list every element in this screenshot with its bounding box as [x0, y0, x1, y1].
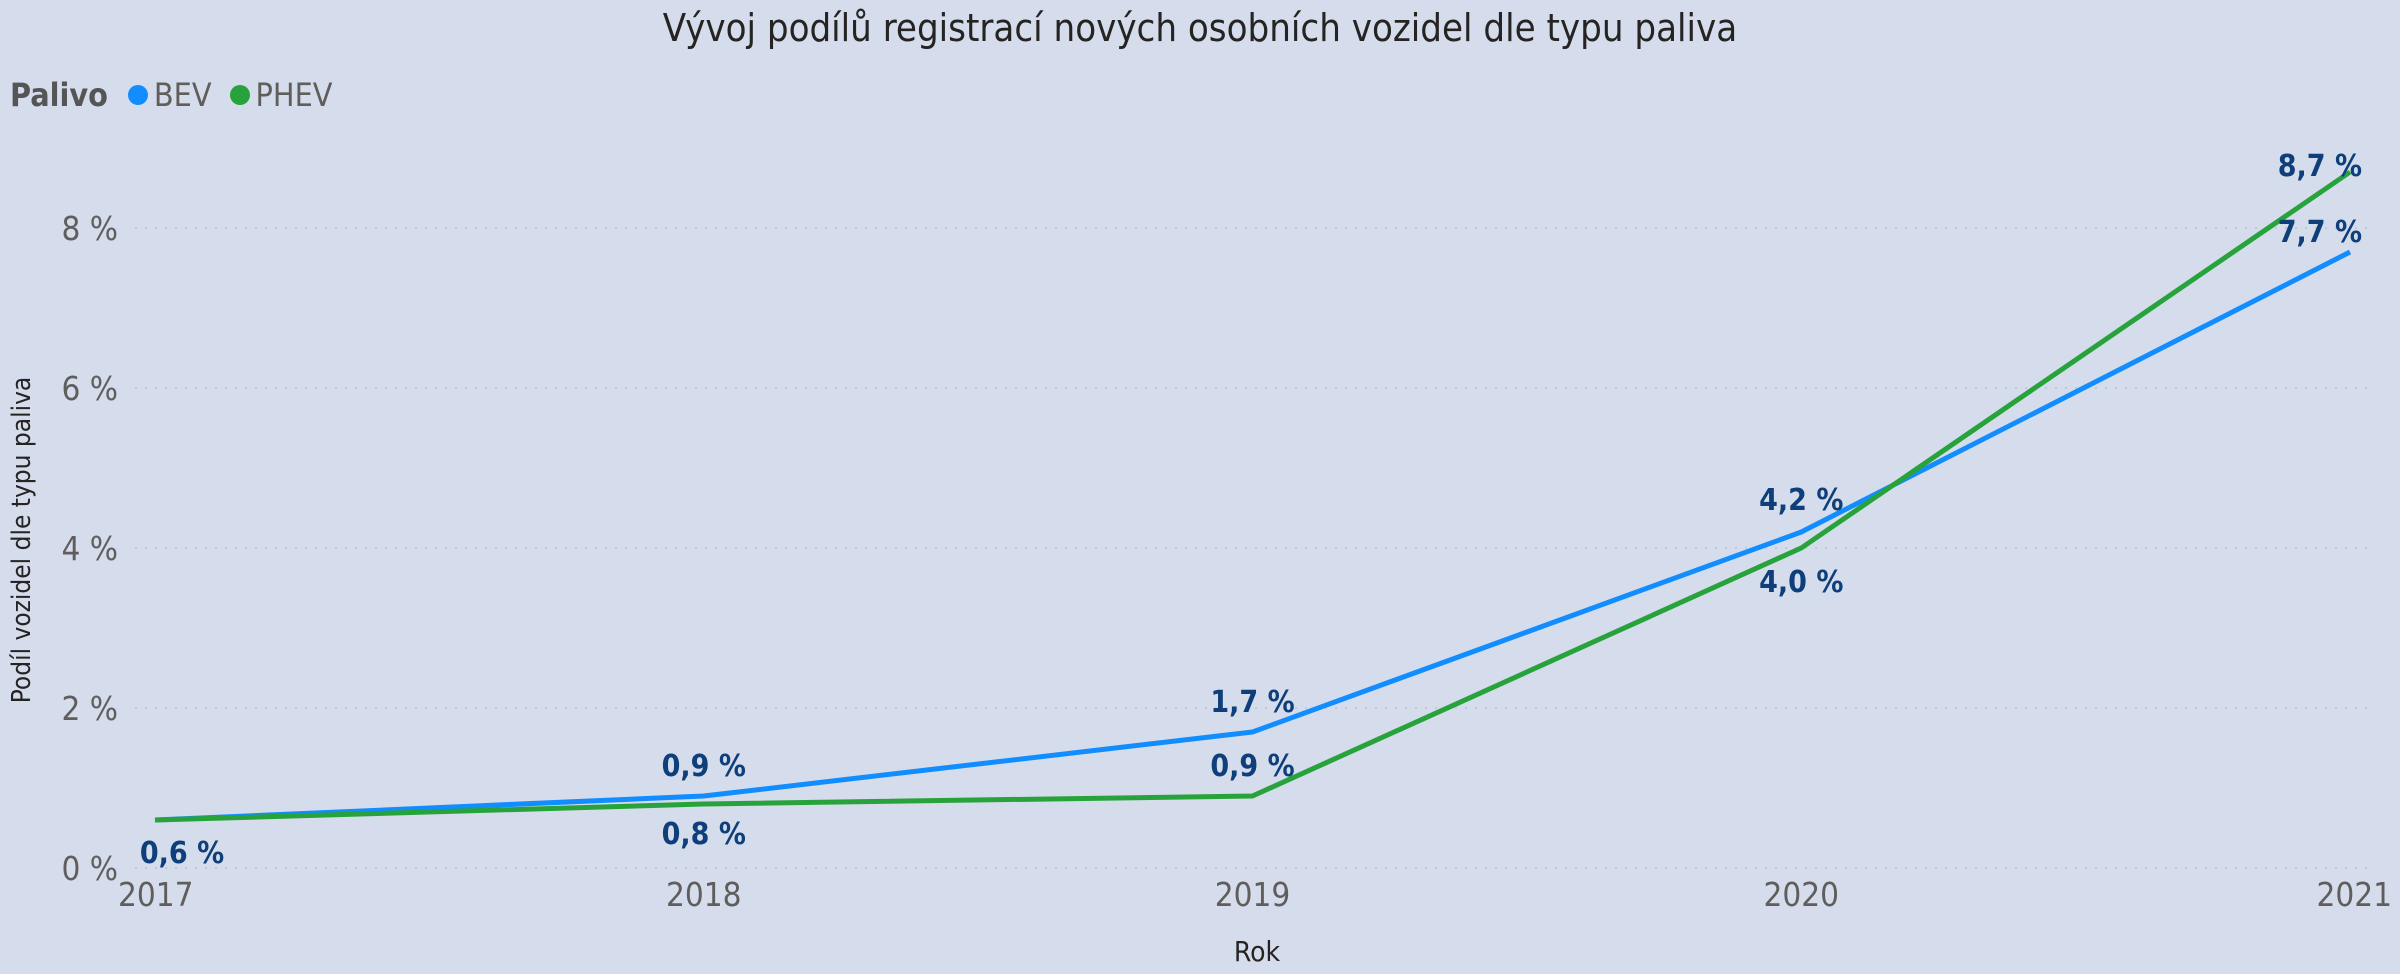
data-label: 0,8 %: [662, 817, 746, 852]
y-tick-label: 2 %: [61, 689, 118, 728]
data-label: 0,6 %: [140, 836, 224, 871]
data-label: 1,7 %: [1210, 685, 1294, 720]
y-tick-label: 4 %: [61, 529, 118, 568]
y-tick-label: 6 %: [61, 369, 118, 408]
y-tick-label: 0 %: [61, 849, 118, 888]
data-label: 8,7 %: [2278, 149, 2362, 184]
legend: Palivo BEV PHEV: [10, 76, 340, 114]
legend-item-bev[interactable]: BEV: [127, 76, 212, 114]
x-tick-label: 2020: [1763, 875, 1839, 914]
x-tick-label: 2019: [1215, 875, 1291, 914]
series-line-phev: [154, 169, 2352, 823]
legend-label: PHEV: [255, 76, 333, 114]
data-label: 4,0 %: [1759, 565, 1843, 600]
data-label: 4,2 %: [1759, 483, 1843, 518]
data-label: 0,9 %: [662, 749, 746, 784]
chart-title: Vývoj podílů registrací nových osobních …: [662, 6, 1738, 50]
legend-marker-icon: [229, 85, 250, 105]
x-tick-label: 2018: [666, 875, 742, 914]
data-label: 7,7 %: [2278, 215, 2362, 250]
data-label: 0,9 %: [1210, 749, 1294, 784]
legend-label: BEV: [153, 76, 212, 114]
legend-item-phev[interactable]: PHEV: [229, 76, 333, 114]
x-axis-title: Rok: [1233, 935, 1281, 968]
x-tick-label: 2021: [2316, 875, 2392, 914]
y-tick-label: 8 %: [61, 209, 118, 248]
legend-marker-icon: [127, 85, 148, 105]
series-line-bev: [154, 249, 2352, 823]
legend-title: Palivo: [10, 76, 108, 114]
x-tick-label: 2017: [118, 875, 194, 914]
